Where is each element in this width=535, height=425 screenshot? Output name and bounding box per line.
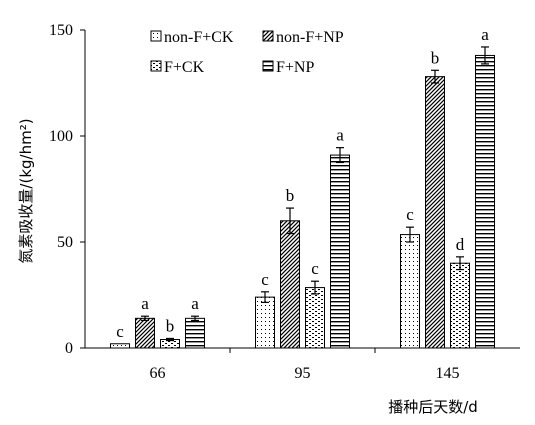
error-bar xyxy=(406,226,414,243)
error-bars xyxy=(141,46,489,342)
y-tick-label: 150 xyxy=(49,22,73,39)
significance-letter: c xyxy=(261,270,269,289)
error-bar xyxy=(336,147,344,164)
bar-non-F+CK xyxy=(110,343,130,349)
bars xyxy=(110,54,495,349)
error-bar xyxy=(481,46,489,65)
error-bar xyxy=(261,291,269,304)
significance-letter: d xyxy=(456,235,465,254)
error-bar xyxy=(431,69,439,84)
bar-non-F+CK xyxy=(400,234,420,349)
significance-letter: c xyxy=(116,322,124,341)
error-bar xyxy=(166,337,174,342)
y-tick-label: 100 xyxy=(49,128,73,145)
significance-letter: a xyxy=(336,126,344,145)
error-bar xyxy=(191,315,199,322)
legend-label: F+CK xyxy=(164,59,205,76)
significance-letter: b xyxy=(286,186,295,205)
error-bar xyxy=(456,256,464,271)
x-tick-label: 145 xyxy=(436,365,460,382)
error-bar xyxy=(311,280,319,295)
legend-item: F+CK xyxy=(150,59,205,76)
bar-F+NP xyxy=(185,317,205,349)
significance-letter: c xyxy=(311,259,319,278)
bar-non-F+NP xyxy=(425,76,445,349)
significance-letter: a xyxy=(141,294,149,313)
legend-swatch xyxy=(262,60,274,72)
legend-item: non-F+NP xyxy=(262,29,344,46)
significance-letter: b xyxy=(431,48,440,67)
axes: 0 50 100 150 66 95 145 xyxy=(49,22,520,382)
legend-item: F+NP xyxy=(262,59,314,76)
x-tick-label: 95 xyxy=(295,365,311,382)
y-tick-label: 0 xyxy=(65,340,73,357)
error-bar xyxy=(286,207,294,235)
bar-F+NP xyxy=(475,54,495,349)
legend-swatch xyxy=(150,60,162,72)
y-tick-label: 50 xyxy=(57,234,73,251)
error-bar xyxy=(141,315,149,322)
bar-non-F+NP xyxy=(135,317,155,349)
legend-swatch xyxy=(150,30,162,42)
y-axis-label: 氮素吸收量/(kg/hm²) xyxy=(17,118,35,263)
bar-non-F+NP xyxy=(280,220,300,349)
x-tick-label: 66 xyxy=(150,365,166,382)
bar-non-F+CK xyxy=(255,296,275,349)
legend-swatch xyxy=(262,30,274,42)
legend: non-F+CK non-F+NP F+CK F+NP xyxy=(150,29,344,76)
significance-letter: a xyxy=(481,25,489,44)
legend-label: non-F+CK xyxy=(164,29,234,46)
bar-F+NP xyxy=(330,154,350,349)
x-axis-label: 播种后天数/d xyxy=(388,398,478,416)
significance-letter: c xyxy=(406,205,414,224)
bar-F+CK xyxy=(450,262,470,349)
legend-item: non-F+CK xyxy=(150,29,234,46)
legend-label: F+NP xyxy=(276,59,314,76)
bar-F+CK xyxy=(305,287,325,349)
legend-label: non-F+NP xyxy=(276,29,344,46)
significance-letter: b xyxy=(166,316,175,335)
significance-letter: a xyxy=(191,294,199,313)
